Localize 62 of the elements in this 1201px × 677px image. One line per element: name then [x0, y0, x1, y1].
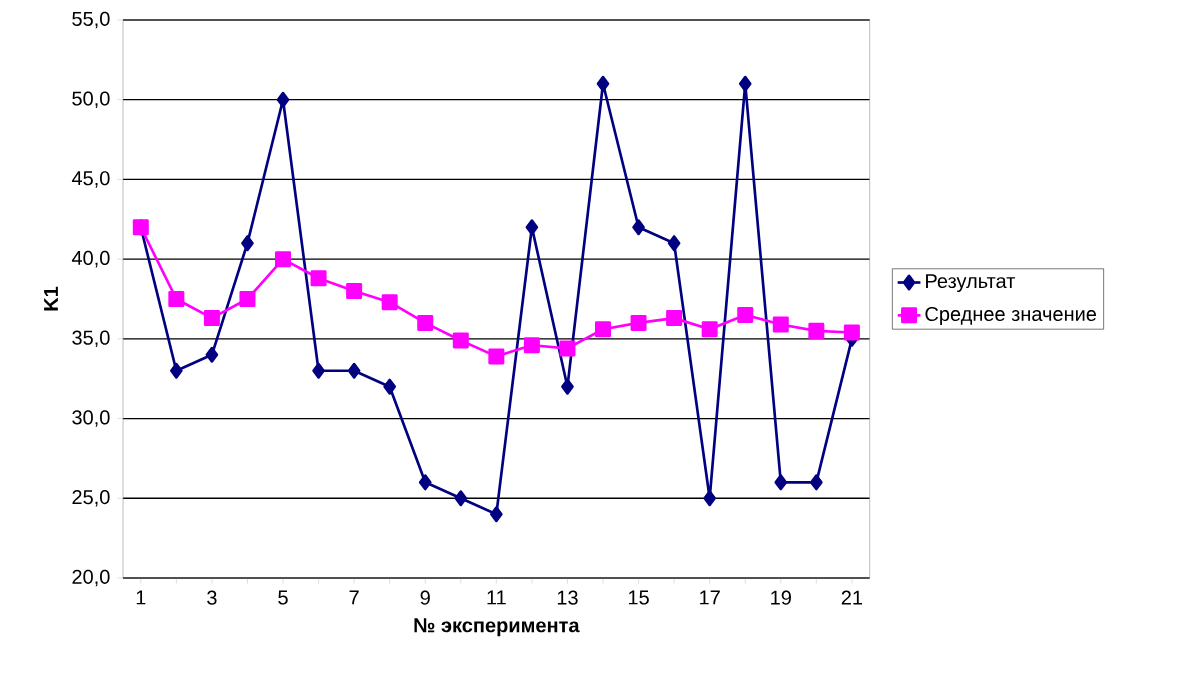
x-tick-label: 19 — [771, 590, 791, 605]
point — [772, 316, 789, 333]
point — [417, 314, 434, 331]
point — [595, 321, 612, 338]
point — [241, 235, 254, 252]
point — [346, 283, 363, 300]
point — [774, 474, 788, 491]
legend-label: Результат — [926, 274, 1016, 293]
point — [310, 270, 327, 287]
x-tick-label: 15 — [628, 590, 649, 605]
point — [452, 332, 469, 349]
point — [632, 219, 645, 236]
point — [525, 219, 539, 236]
y-tick-label: 25,0 — [72, 490, 110, 507]
point — [381, 294, 398, 311]
point — [312, 362, 325, 379]
point — [454, 490, 468, 507]
point — [170, 362, 183, 379]
point — [666, 310, 683, 327]
point — [523, 337, 540, 354]
y-tick-label: 55,0 — [72, 11, 110, 29]
x-tick-label: 7 — [349, 590, 359, 605]
point — [667, 235, 681, 252]
point — [203, 310, 220, 327]
point — [737, 306, 754, 323]
point — [630, 314, 647, 331]
y-tick-label: 30,0 — [72, 410, 110, 427]
x-tick-label: 21 — [841, 590, 863, 605]
point — [418, 474, 432, 491]
point — [275, 251, 292, 268]
point — [701, 321, 718, 338]
point — [596, 75, 610, 92]
point — [559, 340, 576, 357]
x-tick-label: 1 — [136, 590, 146, 605]
y-tick-label: 45,0 — [71, 171, 110, 188]
x-axis-title: № эксперимента — [414, 618, 580, 637]
y-tick-label: 50,0 — [72, 91, 110, 108]
point — [347, 362, 361, 379]
point — [168, 290, 185, 307]
y-tick-label: 40,0 — [71, 250, 110, 268]
x-tick-label: 11 — [487, 590, 506, 605]
point — [738, 75, 752, 92]
y-axis-title: K1 — [44, 286, 58, 311]
point — [239, 290, 256, 307]
point — [205, 346, 219, 363]
x-tick-label: 13 — [557, 590, 578, 605]
x-tick-label: 5 — [278, 590, 288, 605]
y-tick-label: 20,0 — [72, 569, 110, 587]
x-tick-label: 17 — [700, 590, 720, 605]
point — [843, 324, 860, 341]
point — [383, 378, 397, 395]
point — [276, 91, 290, 108]
point — [810, 474, 823, 491]
y-tick-label: 35,0 — [72, 330, 110, 348]
legend-label: Среднее значение — [925, 306, 1097, 325]
point — [561, 378, 574, 395]
point — [488, 348, 505, 365]
point — [703, 490, 717, 507]
point — [808, 322, 825, 339]
x-tick-label: 9 — [420, 590, 430, 605]
point — [490, 506, 503, 523]
x-tick-label: 3 — [207, 590, 217, 605]
